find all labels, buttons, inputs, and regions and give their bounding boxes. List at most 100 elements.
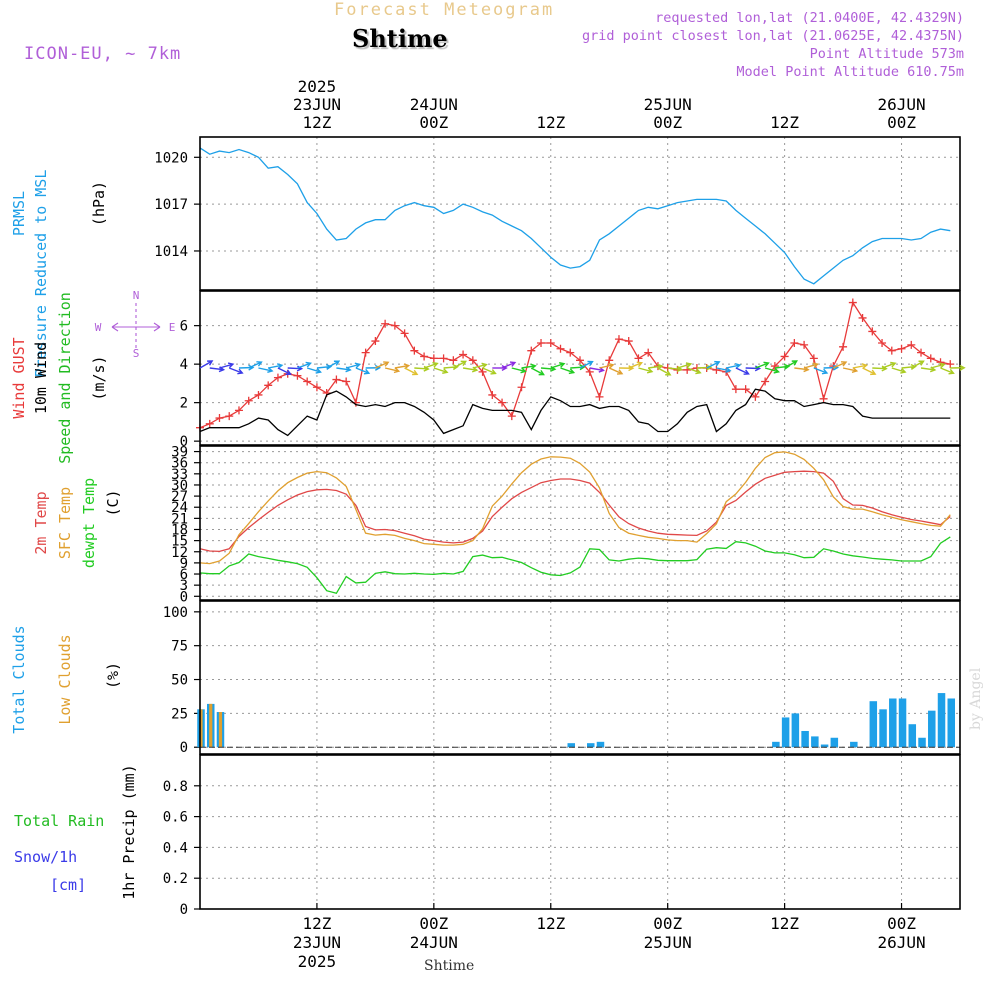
wind-arrow (199, 360, 213, 369)
wind-arrow (667, 367, 682, 371)
y-tick-label: 21 (171, 511, 188, 527)
top-time-label: 23JUN (293, 95, 341, 114)
wind-arrow-head (374, 364, 382, 371)
wind-arrow-head (791, 360, 799, 366)
wind-arrow (910, 360, 924, 369)
wind-arrow-head (432, 361, 439, 368)
gust-point-marker (634, 354, 643, 363)
bar-total-clouds (801, 730, 809, 748)
wind-arrow-head (315, 368, 322, 374)
location-name: Shtime (352, 24, 448, 53)
gust-point-marker (332, 375, 341, 384)
bottom-time-label: 00Z (887, 914, 916, 933)
bottom-time-label: 23JUN (293, 933, 341, 952)
pressure-frame (199, 136, 961, 291)
wind-arrow (414, 367, 429, 370)
bar-total-clouds (772, 741, 780, 748)
wind-arrow-head (587, 360, 594, 367)
gust-point-marker (546, 338, 555, 347)
gust-point-marker (556, 344, 565, 353)
y-tick-label: 0 (180, 902, 188, 918)
bar-low-clouds (218, 712, 223, 748)
wind-arrow-head (636, 361, 644, 368)
bar-total-clouds (830, 737, 839, 748)
wind-arrow (404, 367, 418, 375)
bar-total-clouds (811, 736, 819, 748)
wind-arrow (842, 367, 857, 372)
gust-point-marker (234, 406, 243, 415)
wind-arrow (501, 361, 516, 369)
wind-arrow (764, 367, 779, 373)
wind-arrow (891, 367, 906, 373)
wind-arrow-head (333, 360, 341, 366)
wind-arrow-head (665, 370, 672, 376)
series-dewpt-temp (199, 536, 951, 595)
gust-point-marker (926, 354, 935, 363)
wind-panel: 0 2 4 6 Wind GUST 10m Wind Speed and Direction… (10, 289, 966, 464)
wind-arrow-head (442, 368, 449, 374)
bar-low-clouds (209, 703, 213, 748)
y-tick-label: 36 (171, 456, 188, 472)
bar-total-clouds (820, 744, 829, 748)
label-unit-hpa: (hPa) (90, 181, 108, 226)
gust-point-marker (488, 390, 497, 399)
gust-point-marker (751, 392, 760, 401)
top-time-label: 24JUN (410, 95, 458, 114)
compass-s: S (133, 347, 140, 360)
y-tick-label: 0.8 (163, 779, 188, 795)
wind-arrow (803, 363, 818, 369)
bar-total-clouds (567, 743, 576, 748)
wind-arrow (628, 362, 642, 369)
bar-total-clouds (850, 741, 858, 748)
bottom-time-label: 00Z (653, 914, 682, 933)
wind-arrow-head (890, 361, 897, 368)
y-tick-label: 12 (171, 545, 188, 561)
y-tick-label: 50 (171, 673, 188, 689)
wind-arrow-head (959, 364, 966, 371)
wind-arrow (355, 367, 370, 374)
y-tick-label: 15 (171, 534, 188, 550)
bar-low-clouds (199, 709, 203, 748)
bottom-time-label: 12Z (302, 914, 331, 933)
gust-point-marker (731, 385, 740, 394)
wind-arrow (268, 364, 283, 369)
gust-point-marker (605, 356, 614, 365)
wind-arrow-head (285, 369, 292, 376)
wind-arrow-head (559, 362, 566, 368)
wind-arrow (219, 363, 234, 369)
wind-arrow-head (734, 362, 742, 369)
wind-arrow-head (773, 367, 780, 374)
clouds-panel: 0 25 50 75 100 Total Clouds Low Clouds (%) (10, 600, 961, 756)
wind-arrow (560, 367, 574, 374)
bar-total-clouds (947, 698, 956, 748)
wind-arrow-head (276, 363, 284, 370)
series-wind-gust (199, 300, 951, 429)
gust-point-marker (780, 352, 789, 361)
gust-point-marker (624, 337, 633, 346)
wind-arrow-head (685, 362, 693, 368)
bottom-time-label: 00Z (419, 914, 448, 933)
wind-arrow (833, 361, 847, 369)
wind-arrow (920, 367, 935, 371)
bar-total-clouds (928, 710, 936, 748)
gust-point-marker (254, 390, 263, 399)
wind-arrow-head (870, 369, 877, 376)
top-time-label: 00Z (887, 113, 916, 132)
gust-point-marker (839, 342, 848, 351)
wind-arrow-head (481, 362, 488, 369)
precip-frame (199, 754, 961, 910)
wind-arrow-head (256, 361, 263, 367)
wind-arrow (462, 367, 478, 371)
wind-arrow-head (579, 364, 586, 371)
wind-arrow-head (812, 362, 819, 369)
top-time-label: 26JUN (877, 95, 925, 114)
wind-arrow (521, 365, 536, 369)
y-tick-label: 9 (180, 556, 188, 572)
gust-point-marker (644, 348, 653, 357)
y-tick-label: 0.2 (163, 871, 188, 887)
wind-arrow-head (403, 363, 411, 370)
wind-arrow (540, 367, 556, 370)
gust-point-marker (537, 338, 546, 347)
y-tick-label: 18 (171, 522, 188, 538)
